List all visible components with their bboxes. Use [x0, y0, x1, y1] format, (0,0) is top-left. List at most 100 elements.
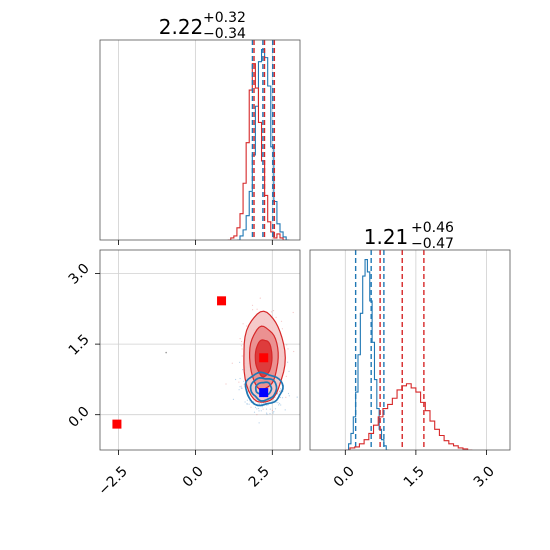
joint-red-scatter-point — [272, 310, 275, 312]
joint-red-scatter-point — [285, 375, 287, 377]
joint-blue-scatter-point — [280, 389, 282, 391]
joint-red-scatter-point — [241, 340, 243, 343]
h2-x-tick-label-1: 1.5 — [401, 464, 428, 491]
title-1-main: 2.22 — [159, 15, 204, 39]
ticks-h2 — [344, 450, 487, 455]
joint-blue-scatter-point — [269, 408, 271, 410]
joint-blue-scatter-point — [239, 361, 241, 363]
joint-red-scatter-point — [293, 350, 295, 353]
title-2-main: 1.21 — [364, 225, 409, 249]
joint-blue-scatter-point — [270, 400, 272, 402]
joint-red-scatter-point — [240, 345, 242, 347]
joint-blue-scatter-point — [239, 386, 241, 388]
joint-y-tick-label-2: 3.0 — [66, 261, 93, 288]
joint-red-scatter-point — [292, 311, 294, 314]
joint-blue-scatter-point — [253, 400, 255, 402]
joint-blue-scatter-point — [257, 402, 259, 404]
joint-red-scatter-point — [255, 401, 257, 403]
joint-blue-scatter-point — [259, 403, 261, 405]
joint-red-scatter-point — [246, 325, 248, 327]
joint-red-scatter-point — [252, 309, 254, 311]
joint-red-scatter-point — [231, 362, 233, 364]
joint-blue-scatter-point — [288, 395, 290, 397]
joint-blue-scatter-point — [287, 361, 289, 363]
joint-marker-square-1 — [112, 419, 122, 429]
joint-blue-scatter-point — [269, 413, 271, 415]
joint-red-scatter-point — [275, 316, 277, 318]
h2-x-tick-label-0: 0.0 — [331, 464, 358, 491]
marks-h1 — [227, 40, 290, 240]
joint-blue-scatter-point — [274, 408, 277, 410]
joint-blue-scatter-point — [258, 422, 260, 424]
joint-blue-scatter-point — [279, 396, 281, 398]
joint-red-scatter-point — [259, 297, 261, 299]
joint-red-scatter-point — [242, 323, 244, 325]
panel-title-1: 2.22 — [159, 15, 204, 39]
joint-blue-scatter-point — [276, 393, 278, 395]
joint-blue-scatter-point — [287, 392, 290, 395]
joint-red-contour-line-2 — [254, 339, 273, 378]
joint-blue-scatter-point — [240, 387, 242, 389]
joint-blue-scatter-point — [272, 412, 274, 414]
axes-frame-h2 — [309, 249, 511, 451]
joint-blue-scatter-point — [244, 401, 246, 403]
joint-blue-scatter-point — [258, 410, 260, 412]
ticks-joint — [95, 273, 273, 455]
joint-red-scatter-point — [262, 408, 264, 410]
joint-marker-square-0 — [217, 296, 227, 306]
joint-red-scatter-point — [256, 414, 258, 416]
joint-blue-scatter-point — [248, 403, 250, 405]
joint-blue-scatter-point — [279, 402, 281, 405]
joint-blue-scatter-point — [288, 370, 290, 372]
joint-blue-scatter-point — [280, 404, 282, 406]
joint-y-tick-label-0: 0.0 — [66, 404, 93, 431]
joint-red-scatter-point — [279, 390, 281, 392]
joint-red-scatter-point — [281, 328, 283, 330]
joint-blue-scatter-point — [266, 404, 268, 406]
joint-contour-plot: −2.5 0.0 2.5 0.0 1.5 3.0 — [66, 249, 301, 499]
joint-blue-scatter-point — [239, 377, 241, 380]
joint-blue-scatter-point — [253, 411, 256, 413]
joint-red-scatter-point — [278, 391, 281, 393]
joint-red-scatter-point — [251, 304, 254, 306]
joint-blue-contour-line-0 — [244, 371, 284, 407]
joint-blue-scatter-point — [254, 406, 257, 408]
joint-red-scatter-point — [287, 348, 289, 350]
axes-frame-joint — [99, 249, 301, 451]
joint-red-contour-line-0 — [243, 310, 286, 403]
marks-h2 — [345, 250, 473, 450]
joint-red-scatter-point — [225, 383, 227, 385]
joint-blue-scatter-point — [281, 397, 284, 399]
joint-blue-scatter-point — [273, 399, 275, 401]
joint-blue-scatter-point — [273, 411, 275, 413]
joint-red-scatter-point — [271, 409, 273, 411]
joint-blue-scatter-point — [235, 378, 237, 381]
joint-blue-scatter-point — [277, 402, 279, 404]
joint-red-scatter-point — [238, 381, 240, 383]
joint-blue-scatter-point — [246, 403, 248, 405]
joint-blue-scatter-point — [266, 412, 268, 414]
joint-red-scatter-point — [280, 320, 283, 322]
axes-frame-h1 — [99, 39, 301, 241]
marks-joint — [112, 296, 298, 429]
joint-blue-scatter-point — [261, 403, 263, 405]
title-1-sup: +0.32 — [203, 10, 246, 26]
joint-red-scatter-point — [241, 348, 243, 350]
title-2-sub: −0.47 — [411, 236, 454, 252]
joint-marker-square-3 — [259, 388, 269, 398]
joint-blue-scatter-point — [296, 396, 298, 398]
joint-red-scatter-point — [243, 383, 245, 386]
h1-hist-series-1 — [227, 63, 287, 240]
h2-x-tick-label-2: 3.0 — [471, 464, 498, 491]
joint-red-scatter-point — [279, 390, 281, 392]
joint-y-tick-label-1: 1.5 — [66, 332, 93, 359]
title-2-sup: +0.46 — [411, 220, 454, 236]
joint-blue-scatter-point — [260, 410, 262, 412]
joint-red-scatter-point — [250, 406, 252, 408]
joint-blue-scatter-point — [280, 388, 282, 390]
joint-blue-scatter-point — [265, 408, 268, 410]
h2-hist-series-0 — [346, 258, 389, 450]
joint-blue-scatter-point — [258, 407, 260, 410]
joint-red-scatter-point — [241, 355, 243, 357]
